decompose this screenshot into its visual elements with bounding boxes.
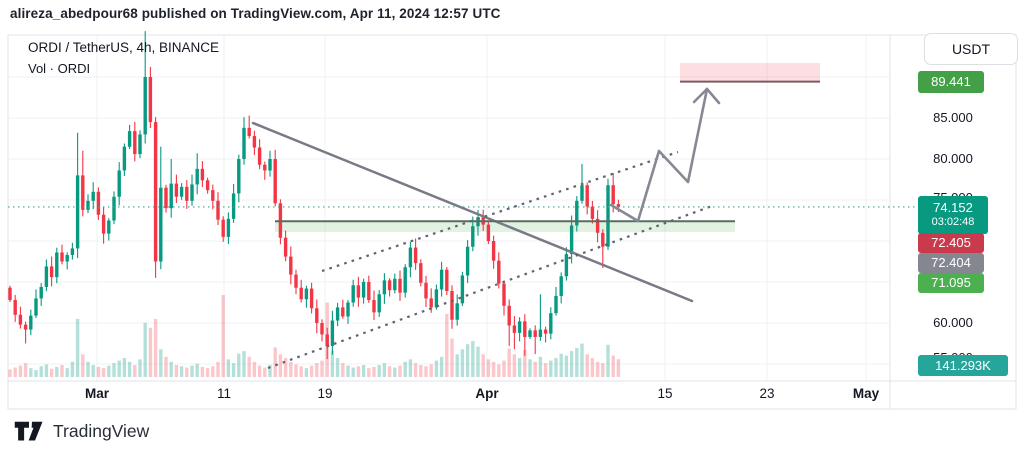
- last-price-badge: 74.152 03:02:48: [918, 196, 988, 234]
- time-label-apr: Apr: [475, 386, 499, 401]
- tradingview-logo[interactable]: TradingView: [14, 421, 149, 442]
- price-label-80: 80.000: [933, 151, 973, 166]
- time-label-may: May: [852, 386, 880, 401]
- time-label-11: 11: [216, 386, 231, 401]
- alert-price-badge: 89.441: [918, 71, 984, 93]
- tradingview-logo-icon: [14, 421, 43, 441]
- time-label-23: 23: [759, 386, 775, 401]
- price-label-85: 85.000: [933, 110, 973, 125]
- volume-indicator-label: Vol · ORDI: [28, 61, 91, 76]
- attribution-text: alireza_abedpour68 published on TradingV…: [10, 6, 501, 21]
- level-badge-upper: 72.405: [918, 233, 984, 253]
- currency-toggle-button[interactable]: USDT: [924, 33, 1018, 65]
- time-label-15: 15: [657, 386, 673, 401]
- symbol-title: ORDI / TetherUS, 4h, BINANCE: [28, 40, 220, 55]
- tradingview-logo-text: TradingView: [53, 421, 150, 441]
- time-label-mar: Mar: [84, 386, 109, 401]
- candle-countdown: 03:02:48: [931, 216, 975, 228]
- last-price-value: 74.152: [933, 200, 973, 215]
- price-label-60: 60.000: [933, 315, 973, 330]
- level-badge-mid: 72.404: [918, 253, 984, 273]
- time-label-19: 19: [317, 386, 333, 401]
- volume-value-badge: 141.293K: [918, 355, 1008, 376]
- level-badge-lower: 71.095: [918, 273, 984, 293]
